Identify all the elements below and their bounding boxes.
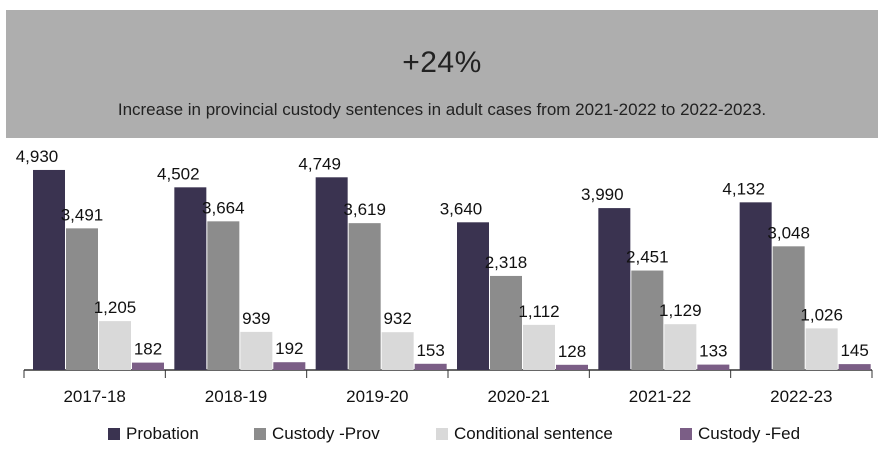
data-label: 3,664 xyxy=(202,198,245,217)
data-label: 2,318 xyxy=(485,253,528,272)
data-label: 4,132 xyxy=(722,179,765,198)
x-tick-label: 2020-21 xyxy=(487,387,549,406)
legend-swatch xyxy=(680,428,692,440)
data-label: 192 xyxy=(275,339,303,358)
data-label: 1,205 xyxy=(94,298,137,317)
bar-custody-prov xyxy=(772,246,805,370)
headline-stat: +24% xyxy=(402,46,482,79)
legend-label: Custody -Fed xyxy=(698,424,801,443)
legend-swatch xyxy=(436,428,448,440)
bar-custody-prov xyxy=(348,223,381,370)
legend-swatch xyxy=(108,428,120,440)
x-tick-label: 2018-19 xyxy=(205,387,267,406)
data-label: 3,048 xyxy=(767,223,810,242)
data-label: 2,451 xyxy=(626,248,669,267)
x-tick-label: 2017-18 xyxy=(63,387,125,406)
x-tick-label: 2019-20 xyxy=(346,387,408,406)
summary-banner: +24% Increase in provincial custody sent… xyxy=(6,10,878,138)
legend-item-conditional-sentence: Conditional sentence xyxy=(436,424,613,444)
bar-probation xyxy=(457,222,489,370)
data-label: 153 xyxy=(416,341,444,360)
bar-probation xyxy=(739,202,772,370)
bar-custody-prov xyxy=(490,275,522,370)
data-label: 3,640 xyxy=(440,199,483,218)
bar-conditional-sentence xyxy=(664,324,697,370)
bar-conditional-sentence xyxy=(523,324,555,370)
bar-custody-fed xyxy=(556,364,588,370)
bar-custody-fed xyxy=(697,364,730,370)
data-label: 4,502 xyxy=(157,164,200,183)
bar-conditional-sentence xyxy=(805,328,838,370)
data-label: 1,129 xyxy=(659,301,702,320)
legend-item-probation: Probation xyxy=(108,424,199,444)
bar-custody-fed xyxy=(414,363,447,370)
x-tick-label: 2021-22 xyxy=(629,387,691,406)
bar-probation xyxy=(598,208,631,370)
data-label: 4,930 xyxy=(16,147,59,166)
bar-conditional-sentence xyxy=(99,321,131,370)
bar-probation xyxy=(315,177,348,370)
data-label: 4,749 xyxy=(298,154,341,173)
data-label: 3,491 xyxy=(61,205,104,224)
bar-custody-prov xyxy=(631,270,664,370)
bar-custody-fed xyxy=(273,362,306,370)
legend-label: Custody -Prov xyxy=(272,424,380,443)
bar-custody-prov xyxy=(207,221,240,370)
data-label: 1,026 xyxy=(800,305,843,324)
chart-legend: Probation Custody -Prov Conditional sent… xyxy=(0,424,884,448)
bar-probation xyxy=(33,169,65,370)
data-label: 128 xyxy=(558,342,586,361)
data-label: 182 xyxy=(134,340,162,359)
bar-probation xyxy=(174,187,207,370)
data-label: 145 xyxy=(840,341,868,360)
data-label: 3,619 xyxy=(343,200,386,219)
bar-conditional-sentence xyxy=(381,332,414,370)
bar-conditional-sentence xyxy=(240,331,273,370)
data-label: 3,990 xyxy=(581,185,624,204)
legend-item-custody-fed: Custody -Fed xyxy=(680,424,800,444)
bar-custody-fed xyxy=(838,364,871,370)
x-tick-label: 2022-23 xyxy=(770,387,832,406)
legend-swatch xyxy=(254,428,266,440)
data-label: 1,112 xyxy=(518,302,559,321)
bar-custody-prov xyxy=(66,228,98,370)
legend-item-custody-prov: Custody -Prov xyxy=(254,424,380,444)
legend-label: Conditional sentence xyxy=(454,424,613,443)
legend-label: Probation xyxy=(126,424,199,443)
data-label: 932 xyxy=(383,309,411,328)
data-label: 939 xyxy=(242,309,270,328)
headline-description: Increase in provincial custody sentences… xyxy=(117,100,767,119)
bar-custody-fed xyxy=(132,362,164,370)
data-label: 133 xyxy=(699,342,727,361)
